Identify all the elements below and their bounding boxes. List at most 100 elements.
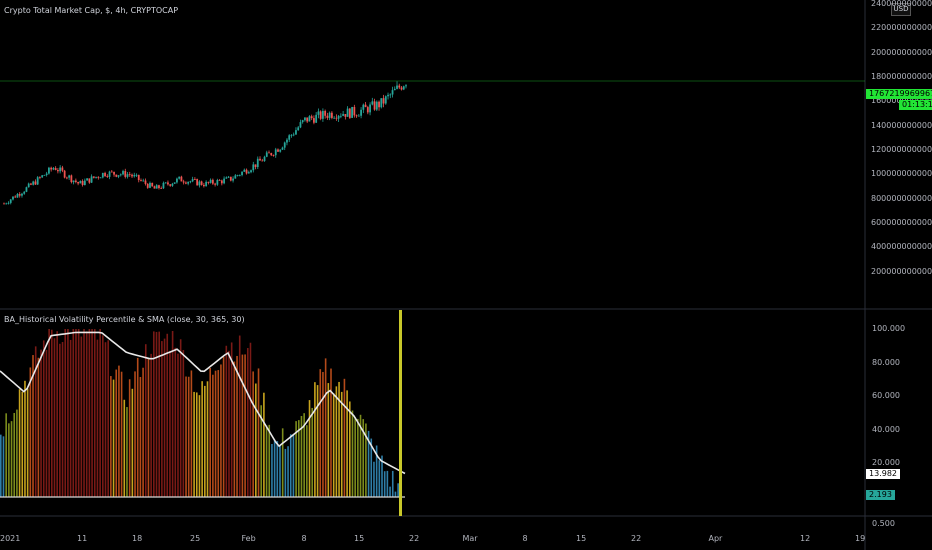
- candle-body: [133, 174, 136, 177]
- candle-body: [23, 191, 26, 194]
- candle-body: [313, 118, 315, 123]
- candle-body: [176, 178, 178, 183]
- candle-body: [108, 171, 111, 177]
- candle-body: [288, 135, 291, 140]
- candle-body: [180, 176, 183, 182]
- candle-body: [99, 177, 102, 179]
- time-axis-label: 22: [409, 534, 420, 543]
- hv-bar: [263, 392, 265, 497]
- candle-body: [322, 110, 324, 119]
- hv-bar: [324, 358, 327, 497]
- price-axis-label: 200000000000.000: [871, 266, 932, 276]
- candle-body: [193, 179, 196, 180]
- hv-bar: [351, 410, 354, 497]
- hv-bar: [179, 339, 182, 497]
- candle-body: [90, 176, 93, 183]
- candle-body: [256, 158, 259, 168]
- candle-body: [304, 117, 306, 121]
- time-axis-label: 25: [190, 534, 201, 543]
- candle-body: [398, 85, 401, 88]
- candle-body: [317, 111, 320, 115]
- countdown-badge: 01:13:15: [899, 100, 932, 110]
- candle-body: [72, 180, 75, 183]
- hv-bar: [83, 329, 85, 497]
- hv-bar: [383, 471, 386, 497]
- candle-body: [216, 180, 219, 185]
- hv-bar: [311, 407, 314, 497]
- candle-body: [220, 180, 223, 184]
- hv-bar: [102, 335, 104, 497]
- candle-body: [54, 168, 57, 171]
- hv-bar: [327, 383, 330, 497]
- hv-bar: [56, 331, 58, 497]
- candle-body: [101, 172, 104, 178]
- hv-bar: [378, 460, 381, 497]
- hv-bar: [163, 338, 166, 497]
- hv-bar: [367, 430, 370, 497]
- hv-bar: [45, 349, 48, 497]
- candle-body: [92, 176, 95, 178]
- candle-body: [70, 175, 73, 183]
- candle-body: [187, 181, 190, 184]
- candle-body: [326, 115, 329, 118]
- candle-body: [56, 170, 59, 172]
- candle-body: [21, 193, 23, 196]
- candle-body: [52, 168, 55, 170]
- hv-bar: [144, 344, 147, 497]
- candle-body: [146, 183, 149, 188]
- hv-bar: [238, 335, 241, 497]
- hv-bar: [354, 417, 356, 497]
- candle-body: [380, 98, 383, 108]
- candle-body: [369, 104, 371, 113]
- hv-bar: [222, 356, 225, 497]
- hv-bar: [155, 331, 158, 497]
- hv-bar: [362, 419, 365, 497]
- hv-bar: [21, 391, 24, 497]
- candle-body: [299, 122, 302, 128]
- candle-body: [68, 175, 71, 178]
- hv-bar: [381, 455, 383, 497]
- candle-body: [155, 185, 158, 189]
- candle-body: [149, 182, 151, 188]
- candle-body: [348, 108, 351, 118]
- candle-body: [272, 155, 275, 156]
- candle-body: [209, 179, 212, 183]
- price-axis-label: 1400000000000.000: [871, 120, 932, 130]
- hv-bar: [42, 340, 45, 497]
- candle-body: [373, 101, 376, 110]
- hv-bar: [193, 391, 195, 497]
- candle-body: [25, 187, 28, 192]
- hv-bar: [373, 461, 375, 497]
- candle-body: [346, 108, 349, 117]
- candle-body: [167, 182, 169, 185]
- candle-body: [227, 176, 230, 178]
- hv-bar: [281, 428, 284, 497]
- hv-bar: [2, 436, 5, 497]
- sma-value-badge: 13.982: [866, 469, 900, 479]
- candle-body: [205, 181, 208, 187]
- candle-body: [126, 174, 129, 177]
- hv-bar: [126, 407, 128, 497]
- hv-bar: [115, 369, 118, 497]
- candle-body: [252, 164, 255, 171]
- hv-bar: [276, 441, 279, 497]
- time-axis-label: 11: [77, 534, 88, 543]
- candle-body: [292, 134, 295, 136]
- time-axis-label: 22: [631, 534, 642, 543]
- hv-bar: [233, 361, 236, 497]
- hv-bar: [252, 371, 254, 497]
- hv-bar: [206, 381, 209, 497]
- candle-body: [263, 156, 266, 162]
- hv-bar: [260, 405, 263, 497]
- currency-button[interactable]: USD: [891, 3, 911, 16]
- candle-body: [268, 152, 270, 154]
- hv-bar: [123, 399, 126, 497]
- hv-bar: [13, 412, 16, 497]
- candle-body: [128, 174, 131, 176]
- candle-body: [382, 98, 385, 104]
- candle-body: [153, 186, 156, 189]
- hv-bar: [348, 401, 351, 497]
- indicator-axis-label: 40.000: [872, 424, 900, 434]
- candle-body: [238, 174, 241, 176]
